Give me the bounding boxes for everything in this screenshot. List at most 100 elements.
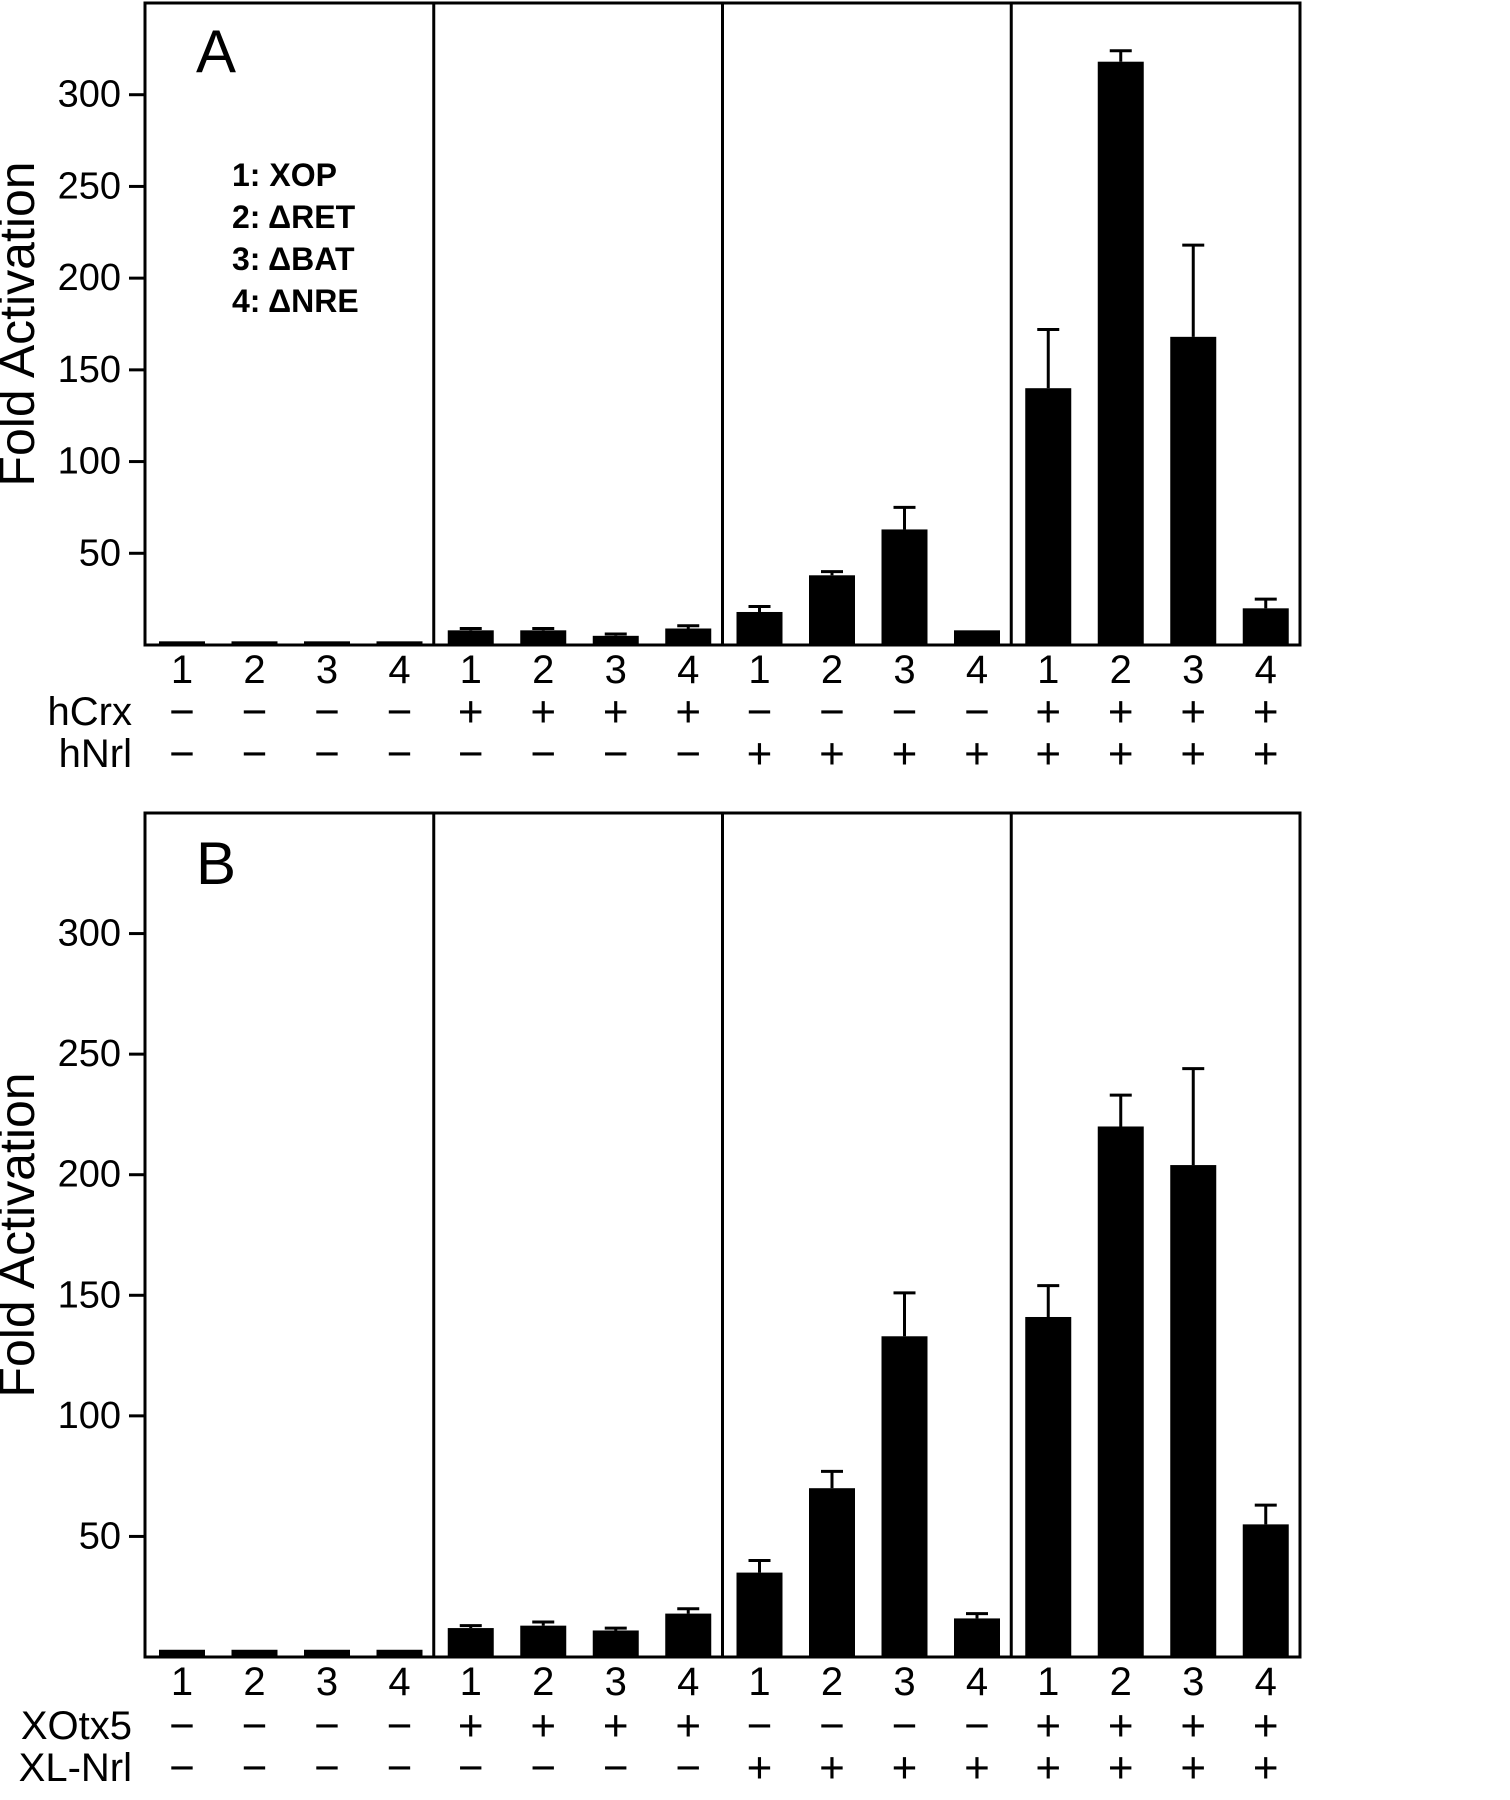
condition-sign: + [747, 1744, 773, 1793]
legend-line: 3: ΔBAT [232, 241, 355, 277]
condition-sign: + [1253, 730, 1279, 779]
condition-sign: + [1180, 730, 1206, 779]
bar-number-label: 3 [1182, 1660, 1204, 1704]
bar-number-label: 1 [748, 648, 770, 692]
condition-sign: − [603, 1744, 629, 1793]
bar-number-label: 4 [677, 1660, 699, 1704]
y-tick-label: 100 [58, 1395, 121, 1437]
bar-number-label: 2 [243, 1660, 265, 1704]
condition-sign: + [1253, 1744, 1279, 1793]
condition-sign: − [314, 730, 340, 779]
condition-sign: + [1108, 688, 1134, 737]
condition-row-label: hNrl [59, 732, 132, 776]
bar-number-label: 4 [966, 648, 988, 692]
bar-number-label: 3 [893, 648, 915, 692]
condition-sign: − [314, 688, 340, 737]
legend-line: 2: ΔRET [232, 199, 356, 235]
condition-sign: + [892, 1744, 918, 1793]
bar [736, 1572, 783, 1657]
condition-sign: − [242, 730, 268, 779]
bar-number-label: 1 [1037, 1660, 1059, 1704]
condition-sign: − [530, 1744, 556, 1793]
bar [809, 575, 855, 645]
condition-sign: + [675, 688, 701, 737]
bar [304, 1649, 350, 1657]
condition-sign: − [675, 730, 701, 779]
y-tick-label: 150 [58, 1274, 121, 1316]
condition-sign: − [747, 1702, 773, 1751]
bar [1170, 1165, 1217, 1657]
bar [1097, 61, 1144, 645]
condition-sign: + [603, 688, 629, 737]
bar [592, 1630, 639, 1657]
bar-number-label: 2 [821, 648, 843, 692]
y-tick-label: 50 [79, 532, 121, 574]
bar [809, 1488, 855, 1657]
bar-number-label: 4 [966, 1660, 988, 1704]
bar [159, 1649, 205, 1657]
bar-number-label: 2 [1110, 1660, 1132, 1704]
condition-sign: + [1108, 730, 1134, 779]
condition-sign: − [314, 1702, 340, 1751]
bar [376, 641, 423, 645]
bar [520, 1625, 567, 1657]
bar [231, 1649, 278, 1657]
y-tick-label: 200 [58, 257, 121, 299]
bar-number-label: 3 [316, 648, 338, 692]
condition-sign: − [458, 730, 484, 779]
bar-number-label: 1 [171, 648, 193, 692]
condition-sign: + [1035, 1744, 1061, 1793]
bar [1170, 336, 1217, 645]
condition-sign: − [819, 1702, 845, 1751]
panel-letter-B: B [196, 830, 236, 897]
condition-sign: + [747, 730, 773, 779]
bar [665, 628, 712, 645]
condition-sign: − [819, 688, 845, 737]
condition-sign: − [242, 1744, 268, 1793]
bar-number-label: 4 [388, 1660, 410, 1704]
bar-number-label: 1 [1037, 648, 1059, 692]
bar [231, 641, 278, 645]
bar-number-label: 3 [316, 1660, 338, 1704]
bar-number-label: 3 [1182, 648, 1204, 692]
condition-sign: − [603, 730, 629, 779]
condition-sign: − [747, 688, 773, 737]
condition-sign: − [242, 688, 268, 737]
condition-sign: + [964, 730, 990, 779]
bar-number-label: 2 [243, 648, 265, 692]
bar [881, 1336, 928, 1657]
condition-sign: − [387, 730, 413, 779]
bar [1097, 1126, 1144, 1657]
condition-sign: − [675, 1744, 701, 1793]
condition-sign: + [819, 1744, 845, 1793]
y-tick-label: 300 [58, 913, 121, 955]
condition-sign: + [1035, 1702, 1061, 1751]
bar [447, 630, 494, 645]
condition-sign: + [1180, 1702, 1206, 1751]
y-tick-label: 250 [58, 165, 121, 207]
y-axis-label: Fold Activation [0, 1072, 45, 1397]
bar [1025, 1316, 1072, 1657]
y-axis-label: Fold Activation [0, 161, 45, 486]
condition-sign: − [169, 730, 195, 779]
condition-sign: + [530, 688, 556, 737]
condition-sign: − [387, 1744, 413, 1793]
condition-sign: + [1253, 688, 1279, 737]
condition-row-label: XL-Nrl [19, 1746, 132, 1790]
condition-sign: + [1108, 1702, 1134, 1751]
condition-sign: + [1253, 1702, 1279, 1751]
condition-sign: + [530, 1702, 556, 1751]
bar [592, 635, 639, 645]
bar [1242, 1524, 1289, 1657]
condition-sign: − [892, 688, 918, 737]
condition-row-label: hCrx [48, 690, 132, 734]
bar-number-label: 4 [677, 648, 699, 692]
condition-sign: − [964, 688, 990, 737]
condition-sign: − [169, 1744, 195, 1793]
condition-sign: + [819, 730, 845, 779]
condition-sign: + [1035, 688, 1061, 737]
bar-number-label: 2 [532, 1660, 554, 1704]
y-tick-label: 200 [58, 1154, 121, 1196]
bar [376, 1649, 423, 1657]
